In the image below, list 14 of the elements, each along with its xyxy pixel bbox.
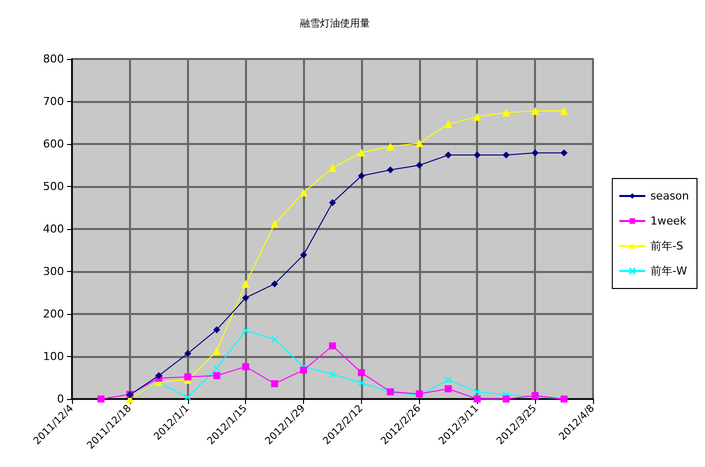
legend-label: 前年-S bbox=[650, 240, 684, 252]
y-tick-label: 500 bbox=[43, 180, 64, 193]
y-tick-label: 300 bbox=[43, 265, 64, 278]
legend-label: 1week bbox=[650, 214, 687, 228]
y-tick-label: 0 bbox=[57, 392, 64, 406]
y-tick-label: 400 bbox=[43, 222, 64, 236]
legend-label: season bbox=[650, 190, 690, 202]
y-tick-label: 600 bbox=[43, 138, 64, 150]
legend-label: 前年-W bbox=[650, 264, 688, 278]
y-tick-label: 200 bbox=[43, 308, 64, 320]
y-tick-label: 700 bbox=[43, 95, 64, 108]
y-tick-label: 800 bbox=[43, 52, 64, 66]
chart-title: 融雪灯油使用量 bbox=[300, 18, 370, 30]
y-tick-label: 100 bbox=[43, 350, 64, 363]
